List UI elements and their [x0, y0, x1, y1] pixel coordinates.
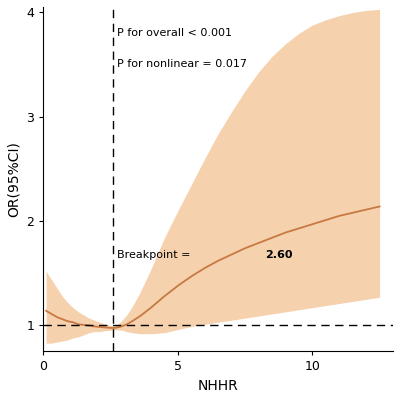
Y-axis label: OR(95%CI): OR(95%CI)	[7, 142, 21, 217]
Text: 2.60: 2.60	[265, 250, 293, 260]
Text: Breakpoint =: Breakpoint =	[117, 250, 194, 260]
Text: P for nonlinear = 0.017: P for nonlinear = 0.017	[117, 60, 247, 70]
X-axis label: NHHR: NHHR	[198, 379, 239, 393]
Text: P for overall < 0.001: P for overall < 0.001	[117, 28, 232, 38]
